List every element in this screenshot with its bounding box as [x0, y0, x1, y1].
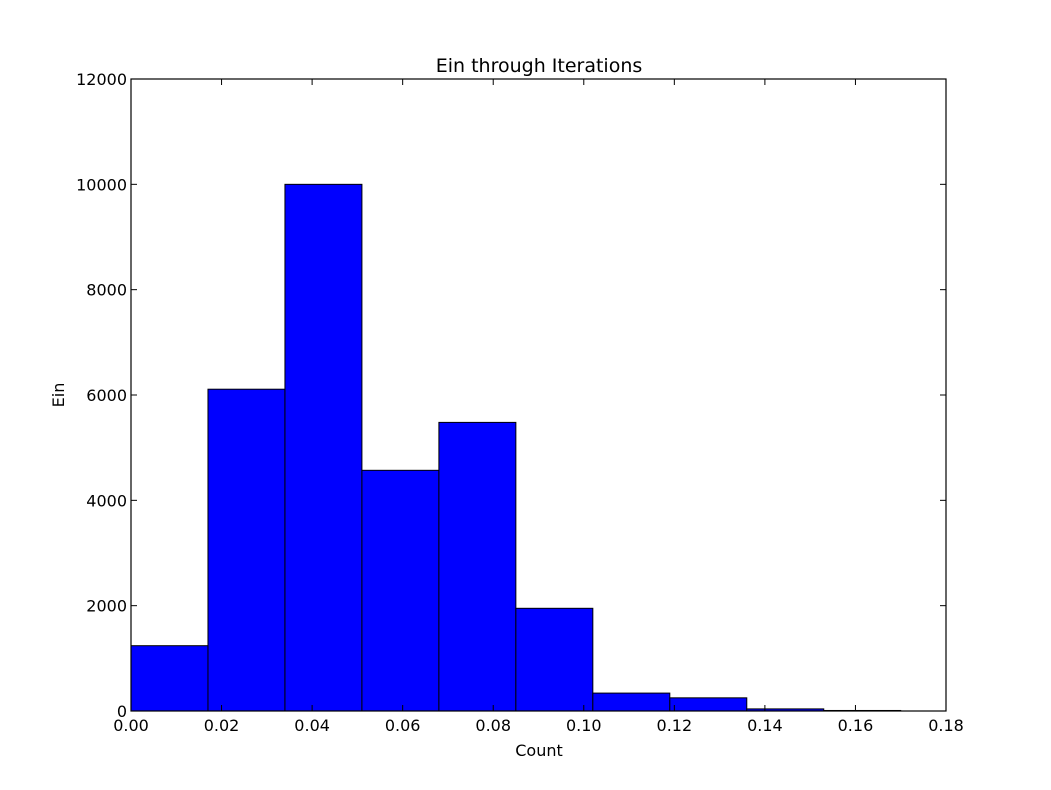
- histogram-bar: [515, 607, 594, 712]
- chart-title: Ein through Iterations: [436, 55, 643, 77]
- histogram-bar: [669, 697, 748, 712]
- histogram-bar: [592, 692, 671, 712]
- x-tick-label: 0.16: [838, 716, 874, 735]
- y-tick-label: 12000: [76, 70, 127, 89]
- histogram-bar: [438, 421, 517, 712]
- histogram-bar: [207, 388, 286, 712]
- x-tick-label: 0.04: [294, 716, 330, 735]
- histogram-bar: [361, 469, 440, 712]
- plot-frame: [130, 78, 947, 712]
- y-tick-label: 0: [117, 702, 127, 721]
- y-axis-label: Ein: [49, 383, 68, 408]
- x-tick-label: 0.12: [657, 716, 693, 735]
- x-tick-label: 0.14: [747, 716, 783, 735]
- y-tick-label: 4000: [86, 491, 127, 510]
- y-tick-label: 2000: [86, 597, 127, 616]
- x-tick-label: 0.00: [113, 716, 149, 735]
- y-tick-label: 6000: [86, 386, 127, 405]
- y-tick-label: 10000: [76, 175, 127, 194]
- tick-labels-group: 0.00 0.02 0.04 0.06 0.08 0.10 0.12 0.14 0.16 0.18…: [76, 70, 964, 735]
- x-tick-label: 0.06: [385, 716, 421, 735]
- bars-group: [130, 183, 902, 712]
- histogram-bar: [284, 183, 363, 712]
- y-tick-label: 8000: [86, 281, 127, 300]
- histogram-bar: [130, 645, 209, 712]
- x-tick-label: 0.18: [928, 716, 964, 735]
- x-tick-label: 0.08: [475, 716, 511, 735]
- x-axis-label: Count: [515, 741, 563, 760]
- x-tick-label: 0.10: [566, 716, 602, 735]
- x-tick-label: 0.02: [204, 716, 240, 735]
